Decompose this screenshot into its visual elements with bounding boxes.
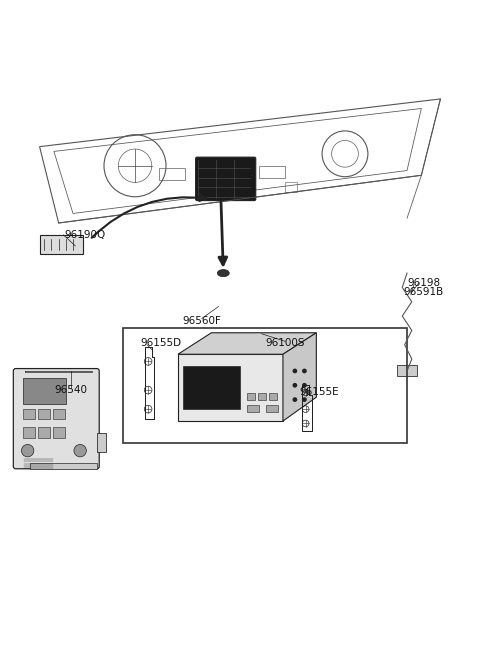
Text: 96560F: 96560F bbox=[182, 316, 221, 326]
Circle shape bbox=[22, 445, 34, 457]
Circle shape bbox=[292, 397, 297, 402]
Bar bbox=[53, 409, 65, 419]
Bar bbox=[285, 182, 297, 192]
Circle shape bbox=[302, 383, 307, 388]
Polygon shape bbox=[25, 371, 92, 372]
Circle shape bbox=[292, 369, 297, 373]
Text: 96155E: 96155E bbox=[299, 388, 338, 398]
Bar bbox=[38, 427, 50, 438]
Text: 96155D: 96155D bbox=[141, 338, 182, 348]
Bar bbox=[23, 378, 66, 404]
Bar bbox=[247, 393, 255, 400]
Circle shape bbox=[302, 397, 307, 402]
FancyBboxPatch shape bbox=[13, 369, 99, 469]
Bar bbox=[39, 235, 83, 254]
Circle shape bbox=[292, 383, 297, 388]
Bar bbox=[183, 366, 240, 409]
Bar bbox=[258, 393, 266, 400]
Text: 96198: 96198 bbox=[407, 277, 440, 288]
Bar bbox=[30, 463, 97, 469]
Circle shape bbox=[302, 369, 307, 373]
Ellipse shape bbox=[217, 270, 229, 277]
Bar bbox=[38, 409, 50, 419]
Bar bbox=[23, 427, 35, 438]
Polygon shape bbox=[178, 333, 316, 354]
Polygon shape bbox=[97, 433, 107, 452]
Bar bbox=[269, 393, 277, 400]
Bar bbox=[159, 168, 185, 180]
Bar bbox=[266, 405, 278, 411]
Text: 96540: 96540 bbox=[54, 385, 87, 395]
Bar bbox=[178, 354, 283, 421]
Text: 96591B: 96591B bbox=[404, 287, 444, 297]
Bar bbox=[23, 409, 35, 419]
Bar bbox=[123, 328, 407, 443]
Text: 96190Q: 96190Q bbox=[64, 230, 106, 240]
Bar bbox=[247, 405, 259, 411]
Polygon shape bbox=[283, 333, 316, 421]
FancyBboxPatch shape bbox=[196, 157, 256, 201]
Text: 96100S: 96100S bbox=[265, 338, 305, 348]
Bar bbox=[397, 365, 417, 376]
Bar bbox=[53, 427, 65, 438]
Circle shape bbox=[74, 445, 86, 457]
Bar bbox=[259, 166, 285, 178]
